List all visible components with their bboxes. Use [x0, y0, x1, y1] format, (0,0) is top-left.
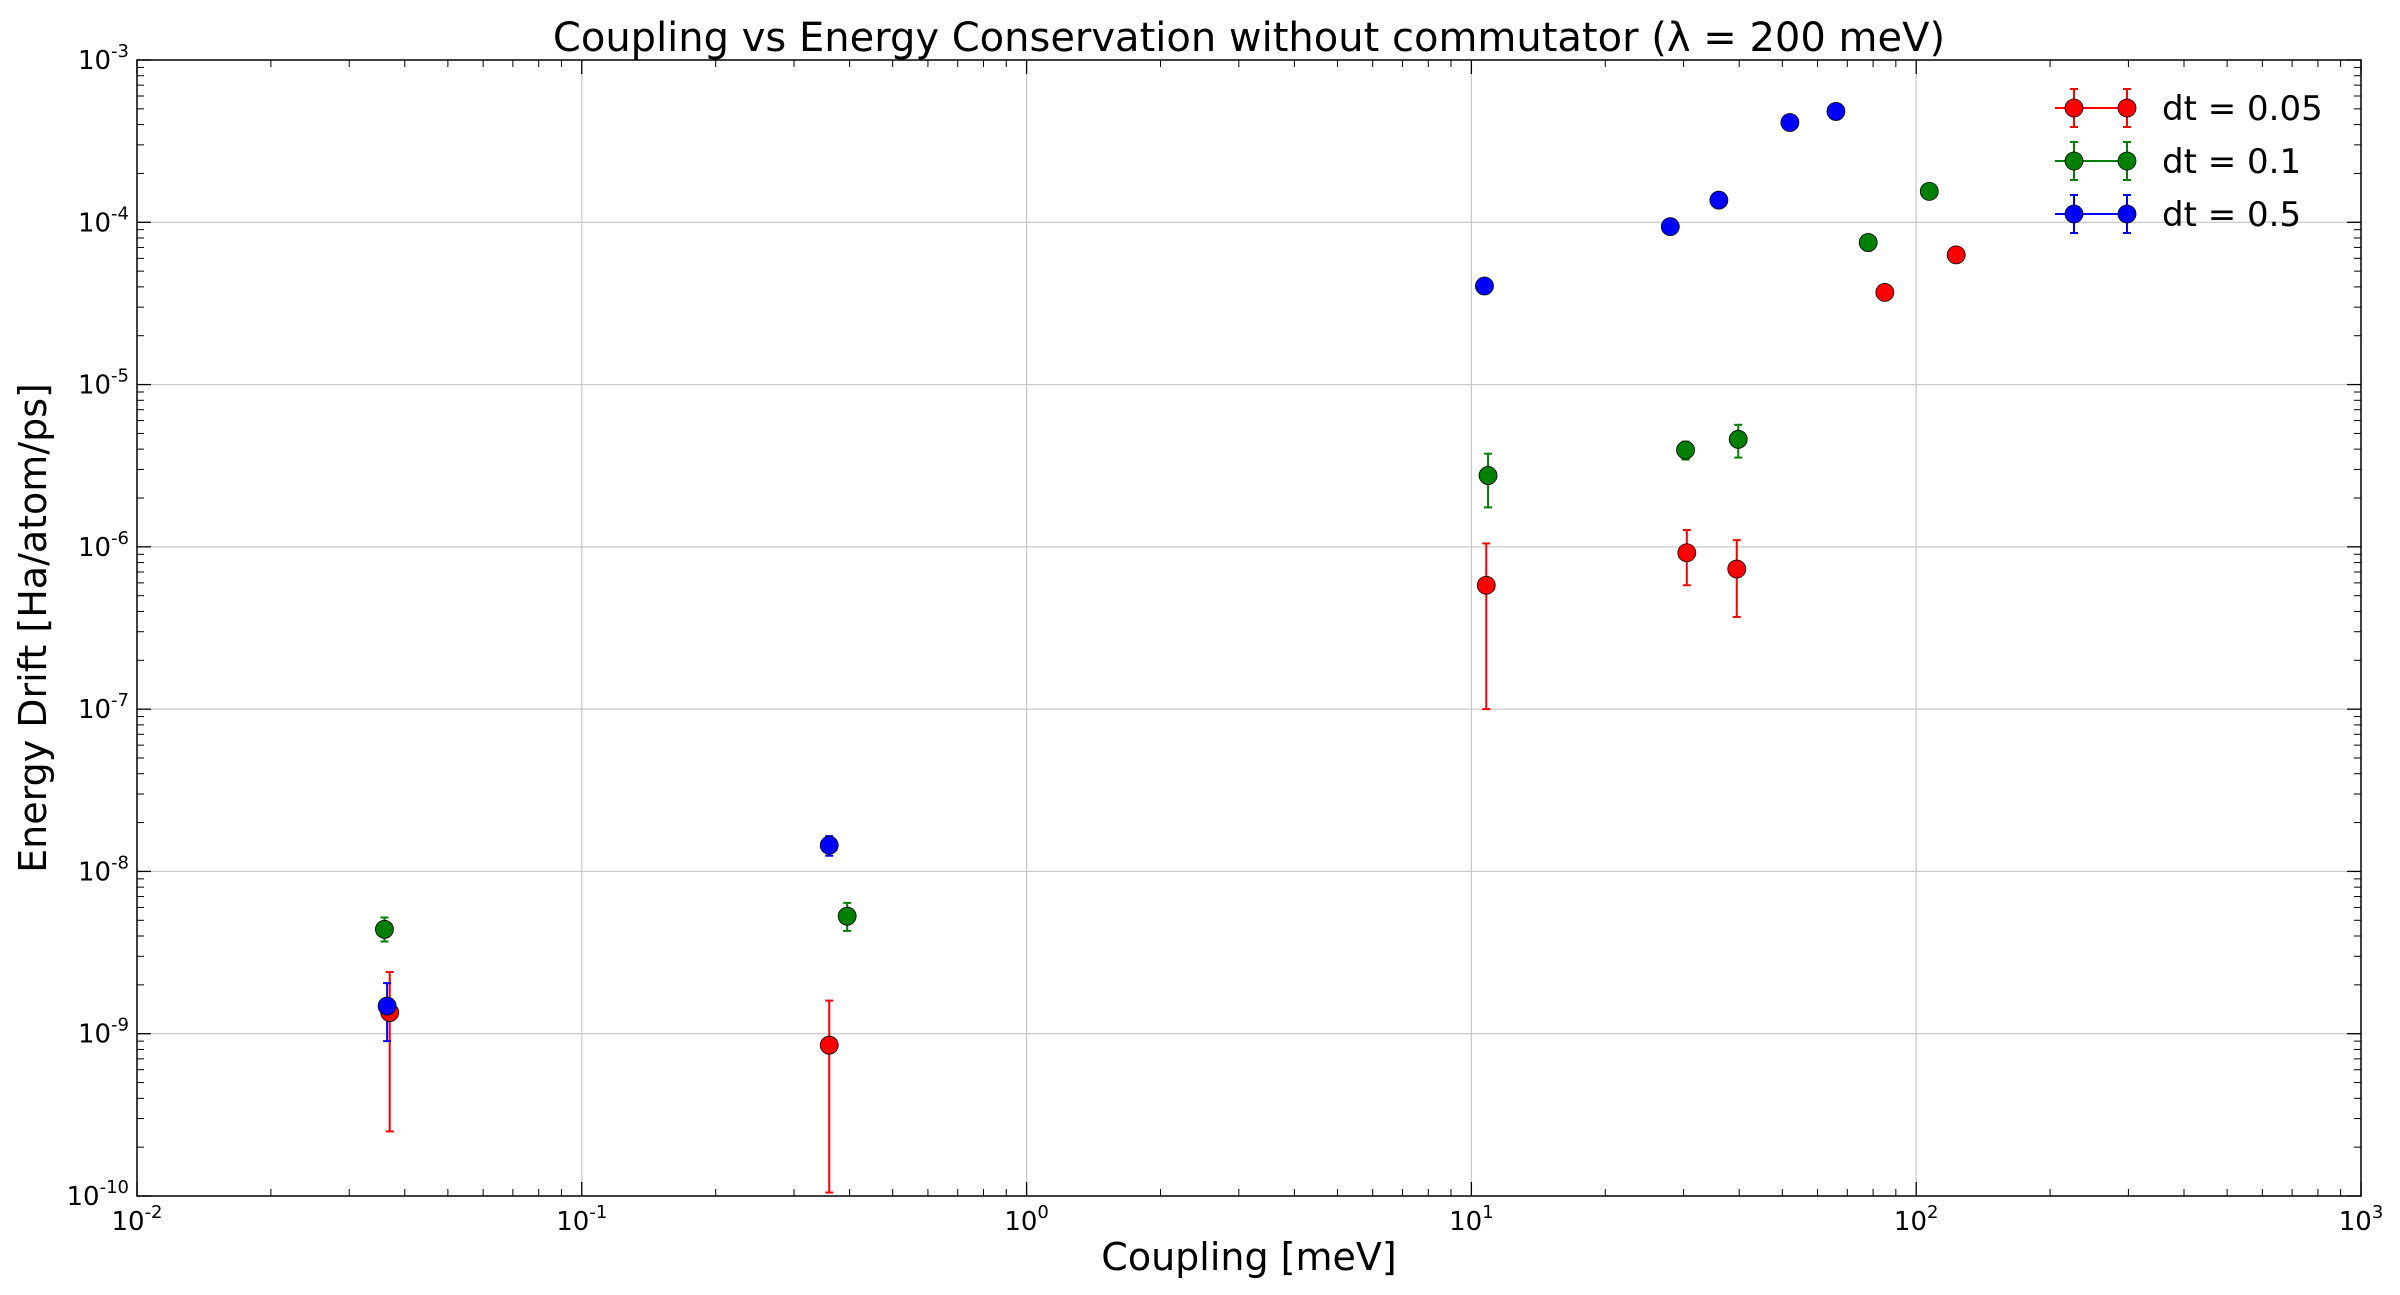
point-dt-0-1 — [837, 906, 857, 926]
legend: dt = 0.05 dt = 0.1 dt = 0.5 — [2055, 88, 2323, 235]
point-dt-0-05 — [1946, 245, 1966, 265]
x-axis-title: Coupling [meV] — [1101, 1235, 1396, 1279]
grid — [137, 60, 2361, 1196]
legend-entry-dt-0-1: dt = 0.1 — [2055, 141, 2301, 182]
point-dt-0-1 — [375, 919, 394, 939]
plot-frame — [136, 59, 2362, 1197]
y-tick-label: 10-5 — [78, 366, 129, 401]
point-dt-0-5 — [1660, 217, 1680, 237]
legend-marker — [2117, 151, 2137, 171]
y-tick-label: 10-8 — [78, 852, 129, 887]
point-dt-0-5 — [1780, 113, 1800, 132]
legend-marker — [2064, 98, 2084, 118]
point-dt-0-05 — [1727, 559, 1747, 579]
point-dt-0-5 — [819, 835, 839, 855]
legend-marker — [2117, 204, 2137, 224]
legend-entry-dt-0-5: dt = 0.5 — [2055, 194, 2301, 235]
point-dt-0-5 — [1826, 102, 1846, 121]
x-tick-label: 10-1 — [556, 1202, 607, 1237]
point-dt-0-1 — [1858, 233, 1878, 252]
point-dt-0-5 — [377, 996, 397, 1016]
point-dt-0-05 — [1476, 575, 1496, 595]
legend-entry-dt-0-05: dt = 0.05 — [2055, 88, 2323, 129]
y-axis-title: Energy Drift [Ha/atom/ps] — [11, 383, 55, 873]
point-dt-0-05 — [1677, 543, 1697, 563]
chart-title: Coupling vs Energy Conservation without … — [553, 15, 1945, 61]
legend-marker — [2117, 98, 2137, 118]
legend-marker — [2064, 151, 2084, 171]
minor-ticks — [137, 60, 2361, 1196]
data-points — [375, 102, 1966, 1055]
point-dt-0-1 — [1919, 181, 1939, 201]
point-dt-0-1 — [1676, 440, 1695, 460]
legend-marker — [2064, 204, 2084, 224]
point-dt-0-1 — [1728, 429, 1748, 449]
point-dt-0-1 — [1478, 466, 1498, 485]
point-dt-0-5 — [1709, 190, 1729, 210]
legend-label: dt = 0.05 — [2162, 89, 2323, 129]
point-dt-0-05 — [819, 1035, 839, 1055]
legend-label: dt = 0.1 — [2162, 142, 2301, 182]
point-dt-0-5 — [1475, 276, 1494, 296]
legend-label: dt = 0.5 — [2162, 195, 2301, 235]
point-dt-0-05 — [1875, 282, 1895, 302]
